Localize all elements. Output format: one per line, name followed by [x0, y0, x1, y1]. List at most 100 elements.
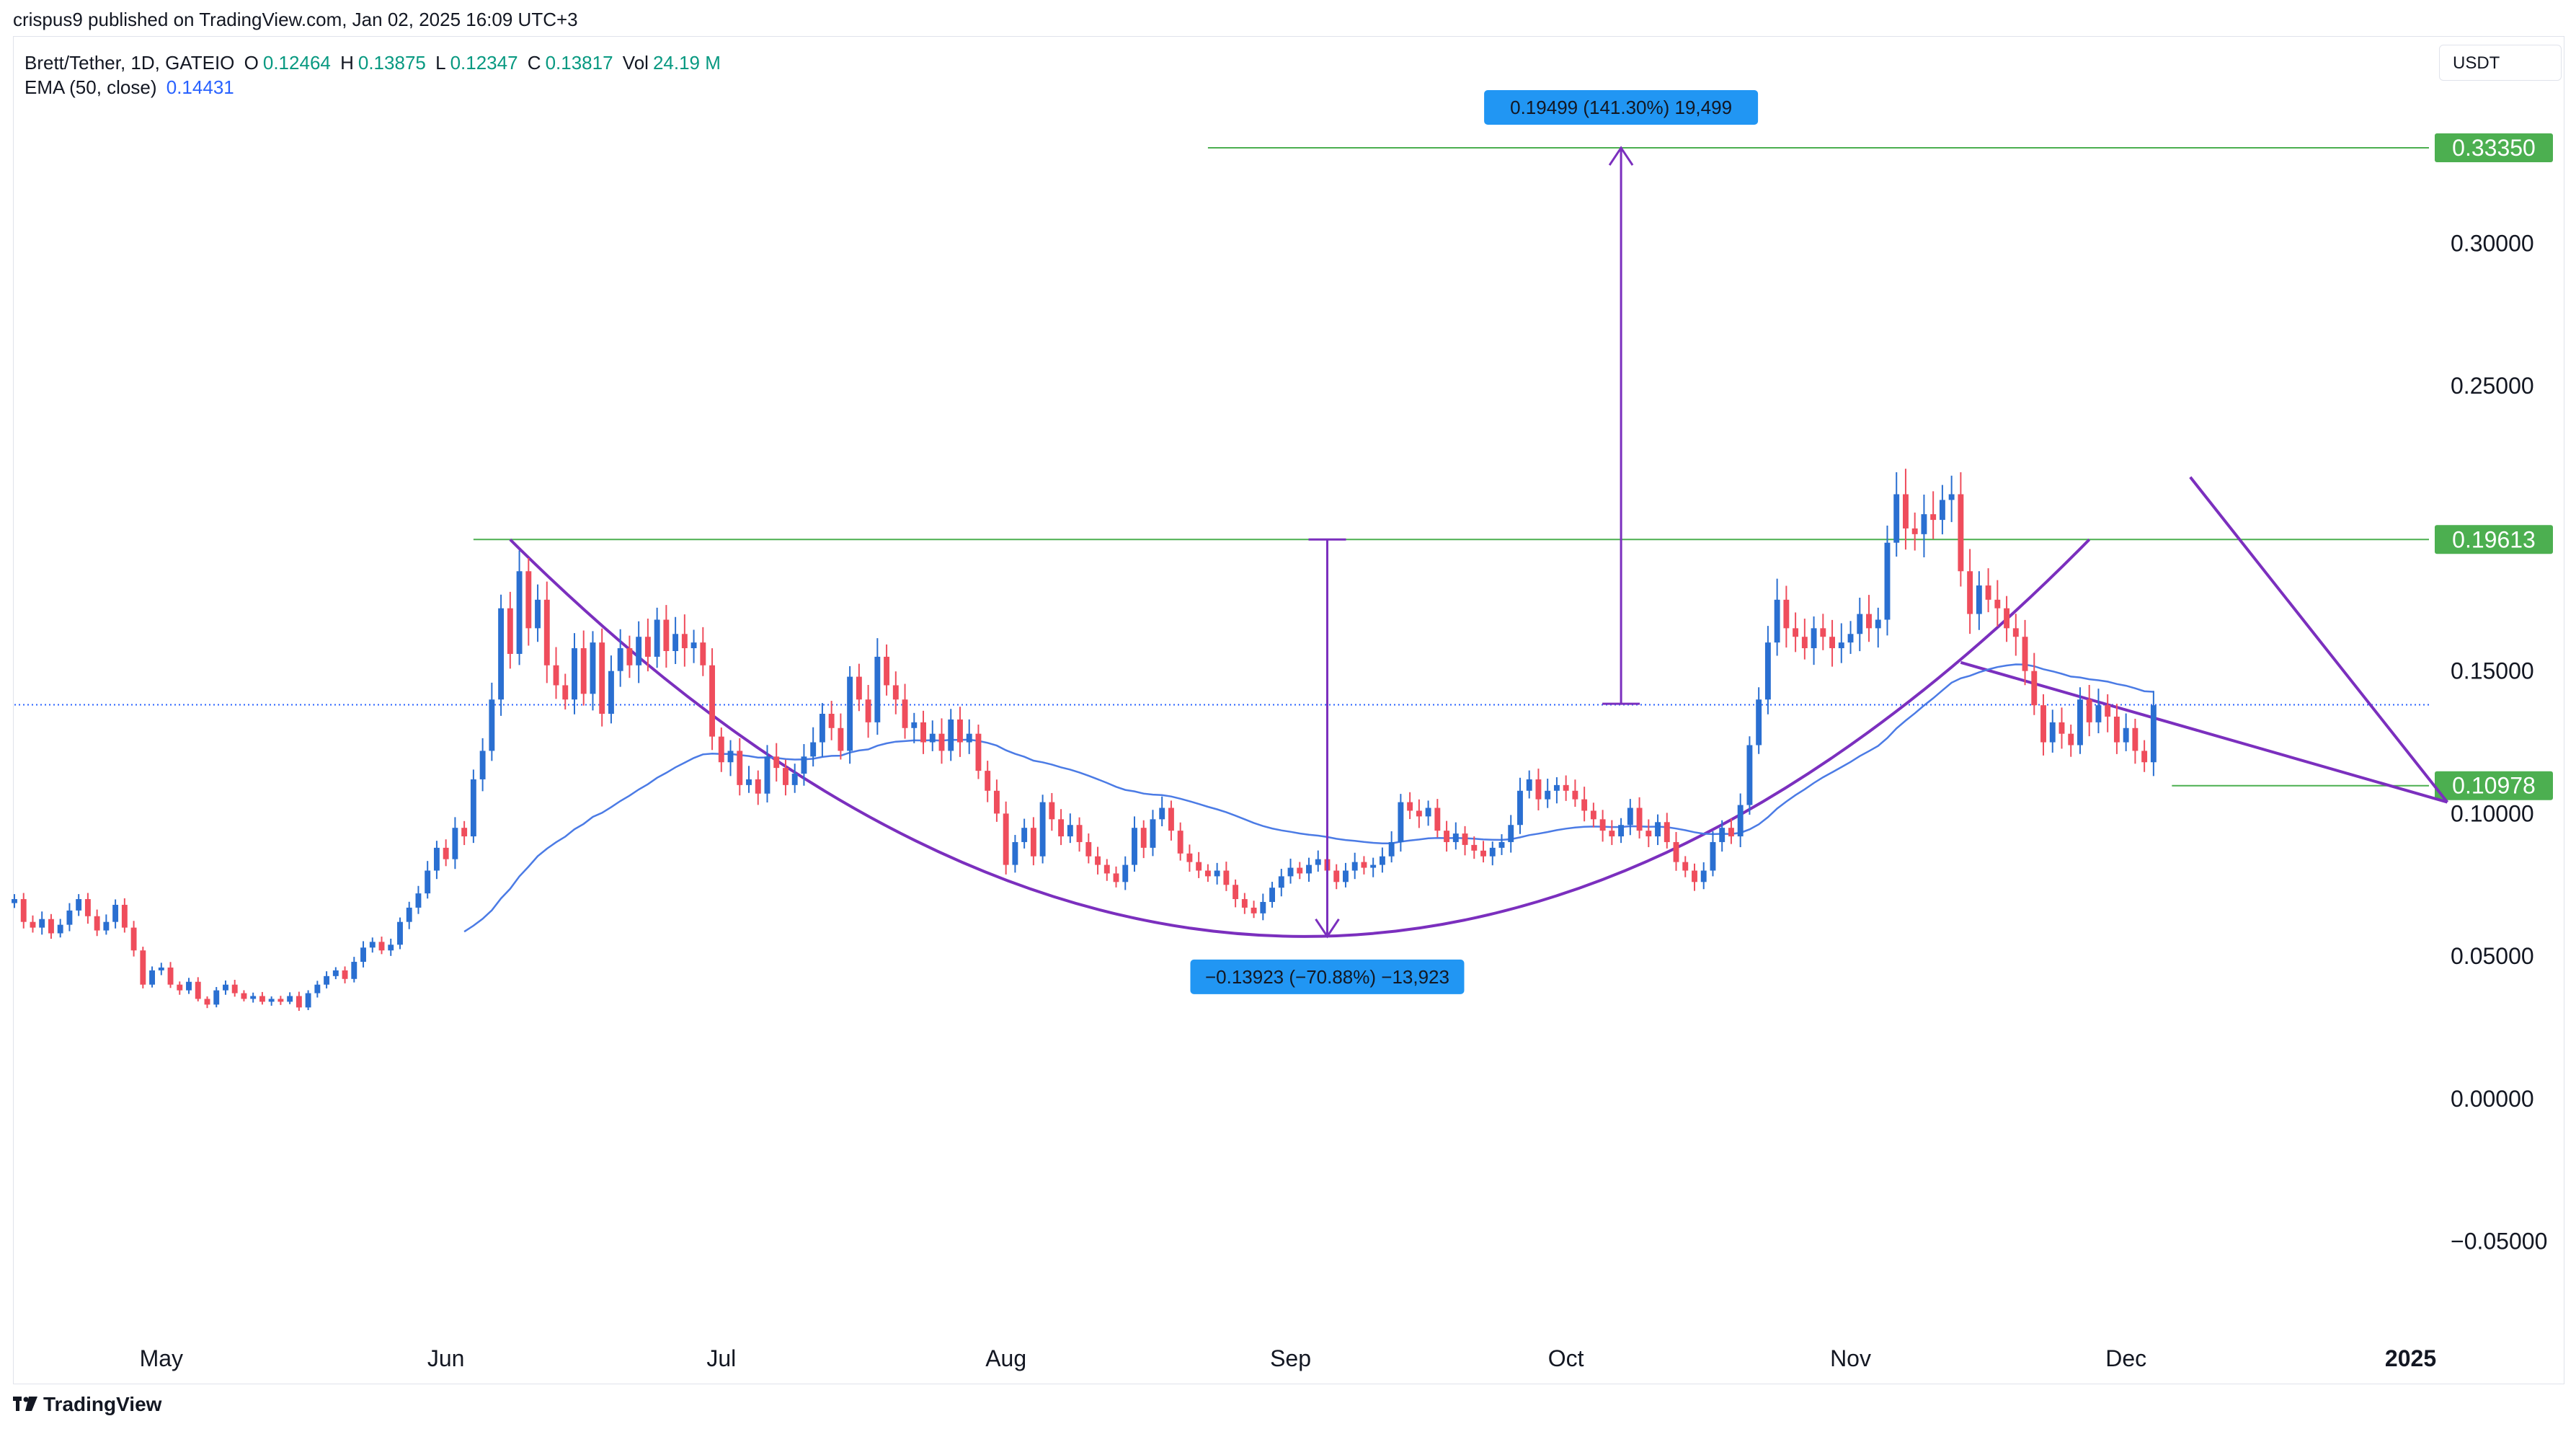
- candle-body: [1517, 790, 1523, 826]
- x-tick-label: Jul: [706, 1345, 736, 1371]
- candle-body: [1333, 870, 1340, 882]
- wedge-lower-line: [1960, 660, 2448, 804]
- candle-body: [2095, 705, 2102, 722]
- candle-body: [1058, 819, 1065, 837]
- level-badge-label: 0.10978: [2452, 773, 2536, 799]
- candle-body: [1150, 819, 1156, 848]
- candle-body: [1655, 822, 1661, 837]
- pattern-drawings: [509, 476, 2449, 938]
- candle-body: [259, 996, 265, 1002]
- candle-body: [2012, 628, 2019, 637]
- candle-body: [1407, 802, 1413, 811]
- candle-body: [1214, 870, 1220, 877]
- candle-body: [2040, 705, 2046, 743]
- candle-body: [2132, 727, 2138, 751]
- y-tick-label: −0.05000: [2451, 1229, 2547, 1255]
- candle-body: [1636, 808, 1643, 831]
- candle-body: [1857, 614, 1863, 634]
- measure-box: [1190, 959, 1465, 994]
- measurements: −0.13923 (−70.88%) −13,923 0.19499 (141.3…: [1190, 90, 1759, 994]
- candle-body: [158, 967, 164, 970]
- x-axis: May Jun Jul Aug Sep Oct Nov Dec 2025: [140, 1345, 2437, 1371]
- candle-body: [957, 719, 963, 743]
- candle-body: [1297, 867, 1303, 874]
- legend-ema-row: EMA (50, close) 0.14431: [25, 75, 725, 99]
- candle-body: [1204, 870, 1211, 877]
- candle-body: [1764, 642, 1771, 700]
- wedge-upper-line: [2189, 476, 2449, 803]
- legend-open-label: O: [244, 52, 259, 74]
- y-tick-label: 0.10000: [2451, 800, 2534, 826]
- x-tick-label: Dec: [2105, 1345, 2146, 1371]
- candle-body: [1095, 856, 1101, 865]
- candle-body: [1911, 528, 1918, 534]
- candle-body: [599, 642, 605, 714]
- candle-body: [268, 999, 275, 1002]
- y-tick-label: 0.25000: [2451, 373, 2534, 399]
- candle-body: [461, 828, 468, 837]
- candle-body: [1351, 862, 1358, 871]
- candle-body: [287, 996, 293, 1002]
- candle-body: [305, 993, 311, 1008]
- candle-body: [1590, 810, 1596, 820]
- legend-close: 0.13817: [545, 52, 613, 74]
- legend-ema-value: 0.14431: [166, 76, 234, 98]
- candle-body: [2113, 716, 2120, 743]
- level-badge: [2435, 133, 2553, 163]
- candle-body: [1489, 847, 1496, 857]
- candle-body: [892, 685, 899, 700]
- candle-body: [985, 771, 991, 791]
- candle-body: [241, 993, 247, 999]
- candle-body: [39, 919, 45, 928]
- candle-body: [608, 671, 614, 714]
- candle-body: [433, 847, 440, 871]
- candle-body: [223, 984, 228, 991]
- candle-body: [1563, 784, 1569, 791]
- candle-body: [360, 947, 366, 963]
- candle-body: [1132, 828, 1137, 865]
- candle-body: [773, 756, 780, 769]
- level-badge: [2435, 525, 2553, 554]
- candle-body: [94, 916, 100, 931]
- candle-body: [1958, 494, 1964, 572]
- candle-body: [718, 736, 724, 763]
- candle-body: [186, 981, 192, 991]
- candle-body: [1159, 808, 1165, 820]
- candle-body: [1572, 790, 1578, 800]
- candle-body: [1535, 779, 1542, 800]
- candle-body: [746, 779, 752, 785]
- candle-body: [140, 950, 146, 985]
- x-tick-label: Sep: [1270, 1345, 1311, 1371]
- candle-body: [1609, 831, 1615, 837]
- candle-body: [1498, 841, 1505, 848]
- candle-body: [12, 899, 17, 903]
- candle-body: [516, 571, 523, 654]
- candle-body: [1039, 802, 1046, 857]
- candle-body: [1416, 810, 1422, 817]
- candle-body: [1682, 862, 1689, 871]
- currency-button[interactable]: USDT: [2439, 45, 2562, 81]
- candle-body: [1186, 853, 1193, 862]
- candle-body: [1994, 599, 2001, 609]
- candle-body: [810, 742, 817, 757]
- publish-header: crispus9 published on TradingView.com, J…: [13, 9, 578, 30]
- candle-body: [737, 751, 743, 785]
- candle-body: [1774, 599, 1780, 643]
- candle-body: [1967, 571, 1973, 614]
- x-tick-label: May: [140, 1345, 183, 1371]
- footer-brand-text: TradingView: [43, 1393, 162, 1415]
- candle-body: [2058, 722, 2065, 734]
- candle-body: [1306, 864, 1312, 874]
- candle-body: [397, 921, 403, 945]
- candle-body: [838, 727, 844, 751]
- candle-body: [975, 733, 982, 771]
- candle-body: [543, 599, 550, 665]
- candle-body: [57, 924, 63, 934]
- candle-body: [2022, 637, 2028, 671]
- candle-body: [1085, 841, 1092, 857]
- candle-body: [1223, 870, 1230, 885]
- candle-body: [1021, 828, 1028, 842]
- candle-body: [1370, 864, 1377, 868]
- footer-brand: TradingView: [13, 1393, 161, 1416]
